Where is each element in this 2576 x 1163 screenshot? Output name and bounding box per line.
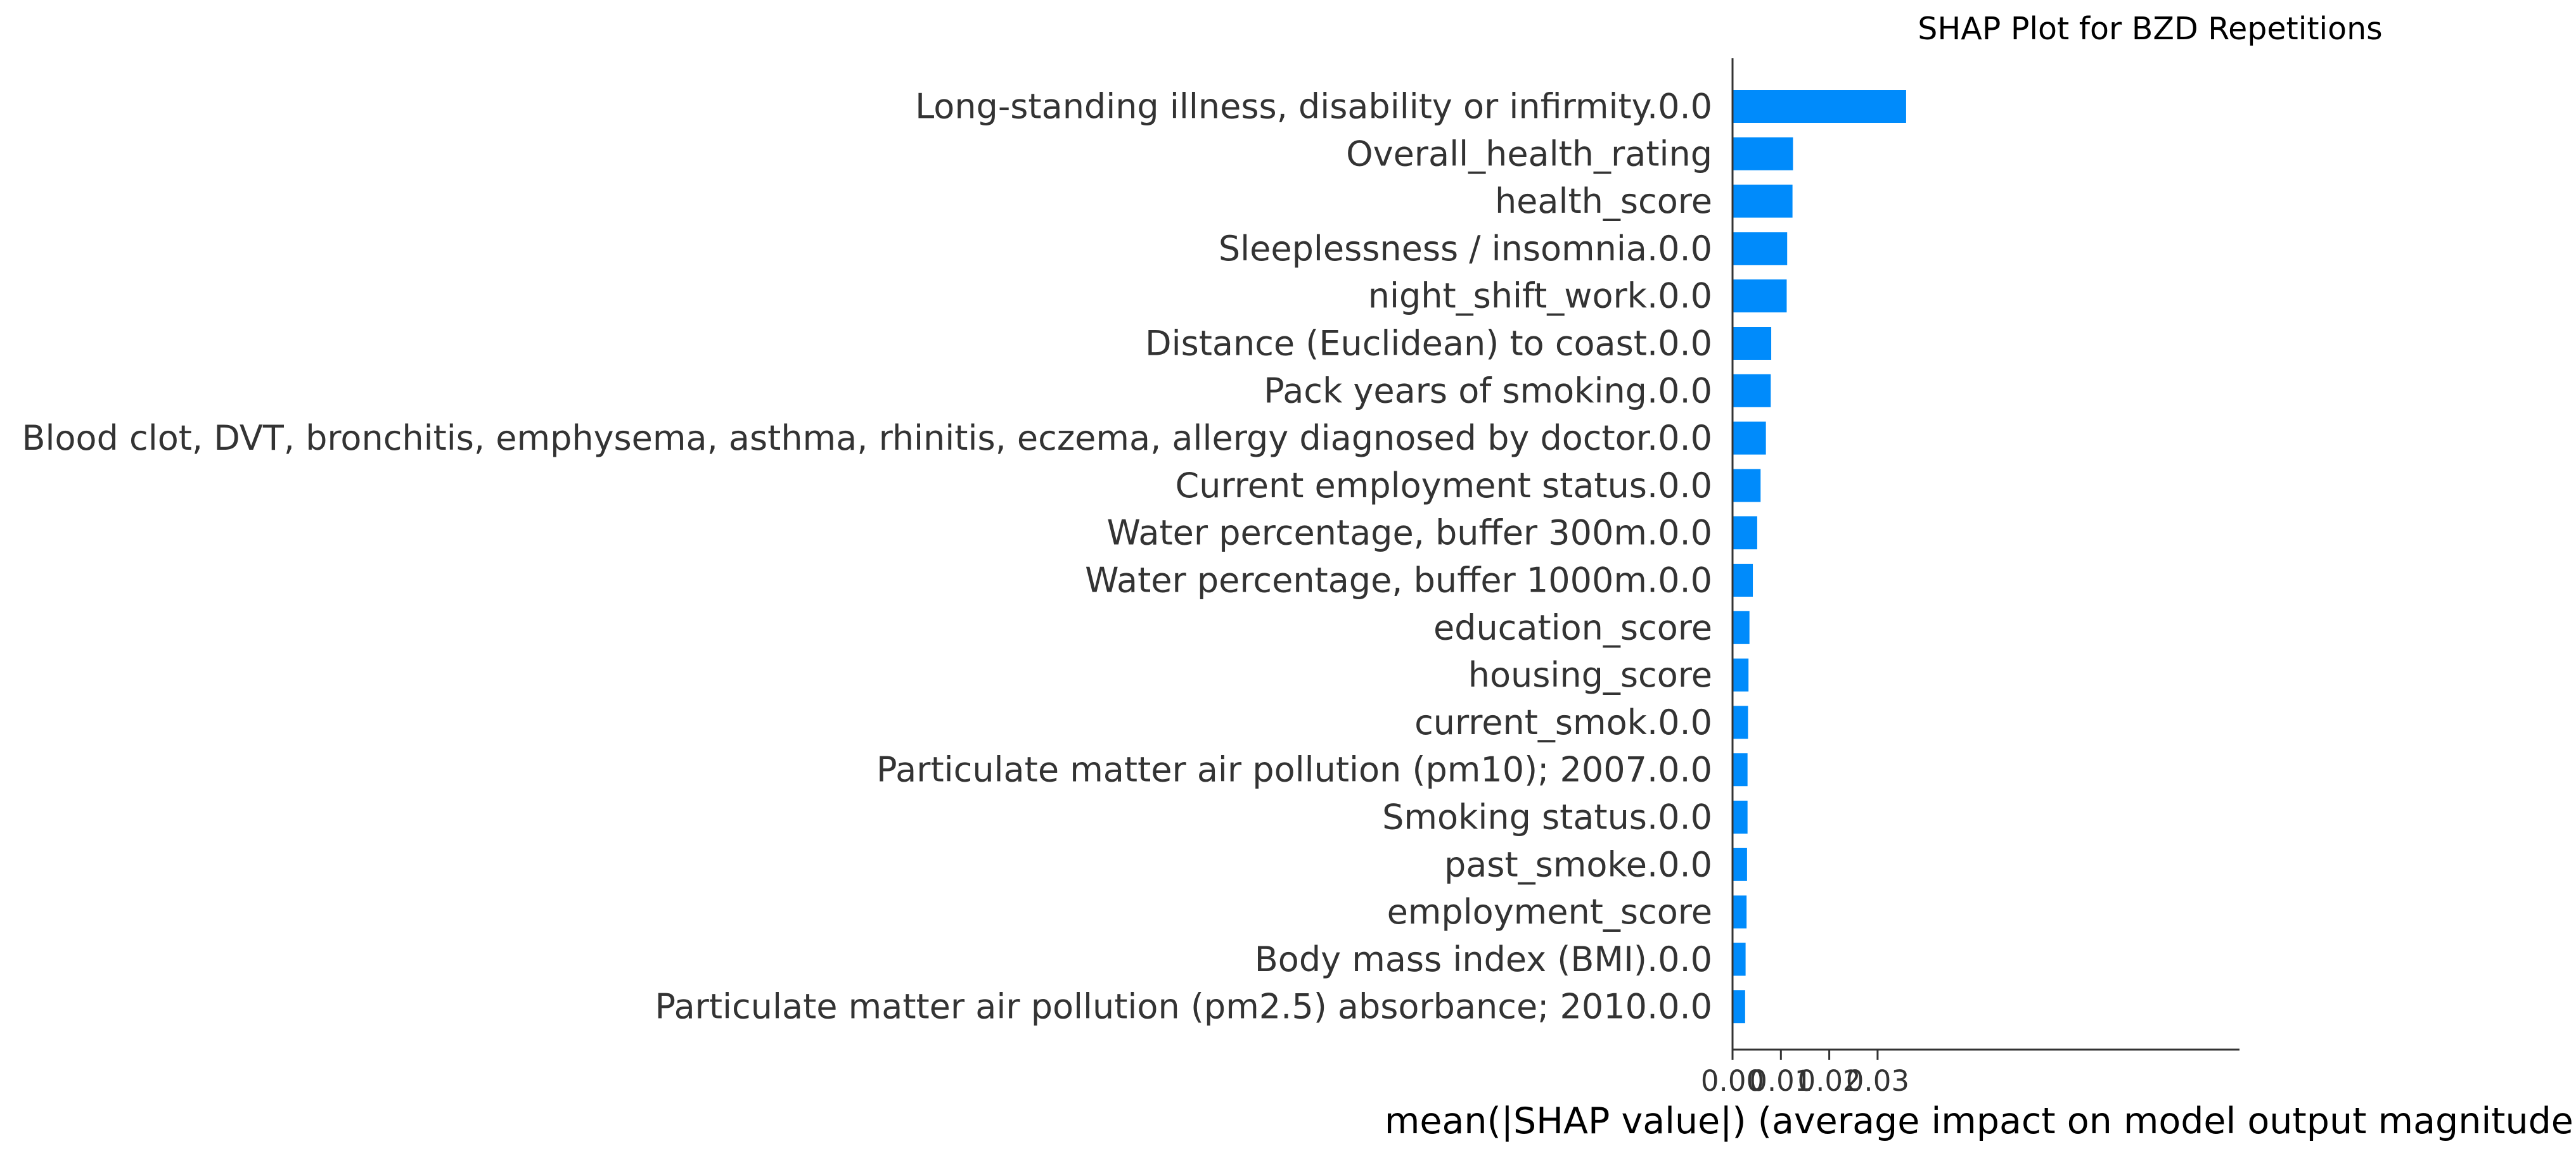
category-label-9: Water percentage, buffer 300m.0.0 <box>1106 513 1712 553</box>
category-label-18: Body mass index (BMI).0.0 <box>1255 939 1712 979</box>
category-label-11: education_score <box>1433 607 1712 647</box>
bar-14 <box>1733 753 1748 787</box>
category-label-14: Particulate matter air pollution (pm10);… <box>876 750 1712 790</box>
bar-4 <box>1733 279 1787 313</box>
category-label-0: Long-standing illness, disability or inf… <box>915 87 1712 127</box>
category-labels: Long-standing illness, disability or inf… <box>22 87 1712 1027</box>
x-tick-label-0: 0.00 <box>1701 1064 1764 1098</box>
bar-9 <box>1733 516 1757 550</box>
bar-18 <box>1733 943 1746 976</box>
bar-17 <box>1733 895 1747 929</box>
category-label-15: Smoking status.0.0 <box>1382 798 1712 837</box>
bar-5 <box>1733 327 1772 360</box>
bar-3 <box>1733 232 1788 265</box>
category-label-17: employment_score <box>1387 892 1712 932</box>
bars-group <box>1733 90 1906 1024</box>
category-label-13: current_smok.0.0 <box>1414 702 1712 742</box>
bar-13 <box>1733 706 1748 739</box>
x-axis-label: mean(|SHAP value|) (average impact on mo… <box>1385 1100 2576 1142</box>
bar-15 <box>1733 801 1748 834</box>
bar-19 <box>1733 990 1745 1024</box>
chart-title: SHAP Plot for BZD Repetitions <box>1918 11 2382 47</box>
bar-1 <box>1733 137 1793 170</box>
category-label-16: past_smoke.0.0 <box>1444 844 1712 884</box>
x-ticks: 0.000.010.020.03 <box>1701 1050 1909 1098</box>
bar-12 <box>1733 658 1749 692</box>
bar-10 <box>1733 564 1753 597</box>
bar-2 <box>1733 184 1793 218</box>
category-label-10: Water percentage, buffer 1000m.0.0 <box>1085 561 1712 601</box>
x-tick-label-1: 0.01 <box>1749 1064 1812 1098</box>
x-tick-label-3: 0.03 <box>1846 1064 1909 1098</box>
category-label-3: Sleeplessness / insomnia.0.0 <box>1219 229 1712 269</box>
bar-16 <box>1733 848 1747 881</box>
category-label-19: Particulate matter air pollution (pm2.5)… <box>655 987 1712 1027</box>
bar-7 <box>1733 421 1766 455</box>
x-tick-label-2: 0.02 <box>1797 1064 1861 1098</box>
category-label-4: night_shift_work.0.0 <box>1368 276 1712 316</box>
category-label-12: housing_score <box>1468 655 1712 695</box>
bar-0 <box>1733 90 1906 123</box>
category-label-8: Current employment status.0.0 <box>1176 466 1712 505</box>
bar-8 <box>1733 469 1761 502</box>
category-label-6: Pack years of smoking.0.0 <box>1264 371 1712 410</box>
bar-6 <box>1733 374 1771 407</box>
category-label-2: health_score <box>1495 181 1712 221</box>
category-label-5: Distance (Euclidean) to coast.0.0 <box>1145 324 1712 364</box>
bar-11 <box>1733 611 1750 644</box>
category-label-7: Blood clot, DVT, bronchitis, emphysema, … <box>22 418 1712 458</box>
category-label-1: Overall_health_rating <box>1346 134 1712 174</box>
